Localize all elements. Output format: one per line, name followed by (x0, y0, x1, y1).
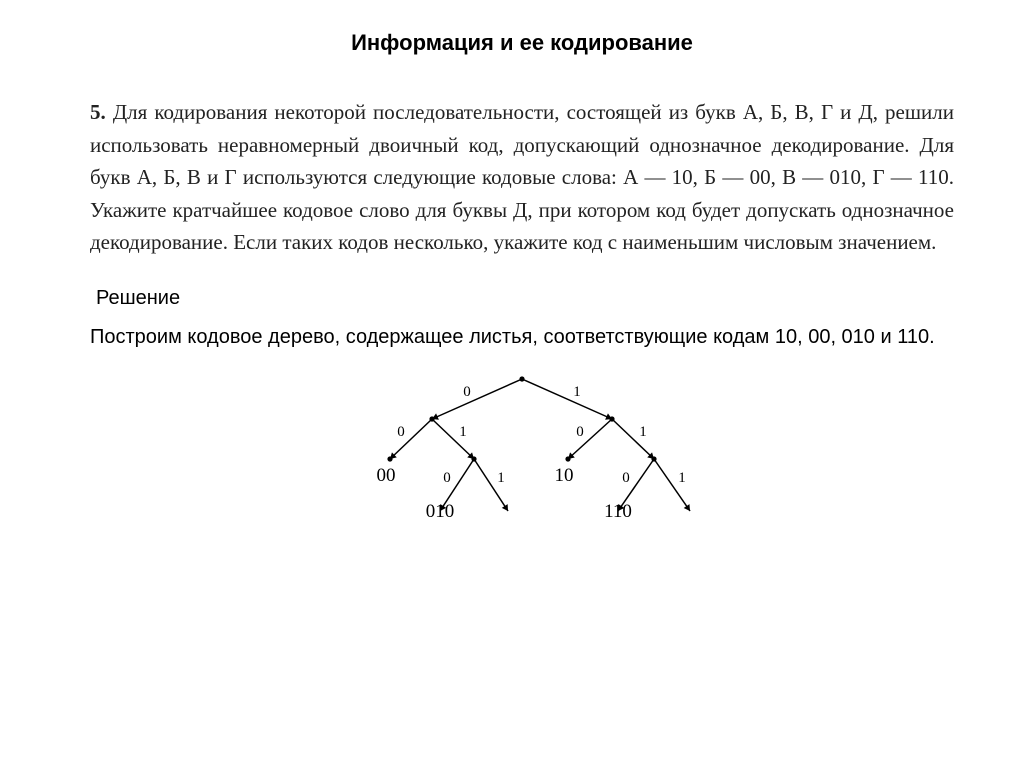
svg-text:1: 1 (639, 424, 647, 440)
svg-text:1: 1 (459, 424, 467, 440)
problem-text: Для кодирования некоторой последовательн… (90, 100, 954, 254)
svg-text:10: 10 (555, 465, 574, 486)
svg-text:0: 0 (397, 424, 405, 440)
svg-text:00: 00 (377, 465, 396, 486)
solution-explanation: Построим кодовое дерево, содержащее лист… (90, 324, 954, 351)
svg-text:0: 0 (443, 470, 451, 486)
problem-number: 5. (90, 100, 106, 124)
svg-text:0: 0 (622, 470, 630, 486)
page-title: Информация и ее кодирование (90, 30, 954, 56)
solution-heading: Решение (96, 287, 954, 310)
svg-text:0: 0 (463, 384, 471, 400)
problem-statement: 5. Для кодирования некоторой последовате… (90, 96, 954, 259)
svg-text:0: 0 (576, 424, 584, 440)
svg-text:010: 010 (426, 501, 455, 522)
code-tree-svg: 01010101010010010110 (312, 361, 732, 541)
svg-text:1: 1 (573, 384, 581, 400)
code-tree-diagram: 01010101010010010110 (90, 361, 954, 541)
svg-text:1: 1 (678, 470, 686, 486)
svg-text:110: 110 (604, 501, 632, 522)
svg-text:1: 1 (497, 470, 505, 486)
